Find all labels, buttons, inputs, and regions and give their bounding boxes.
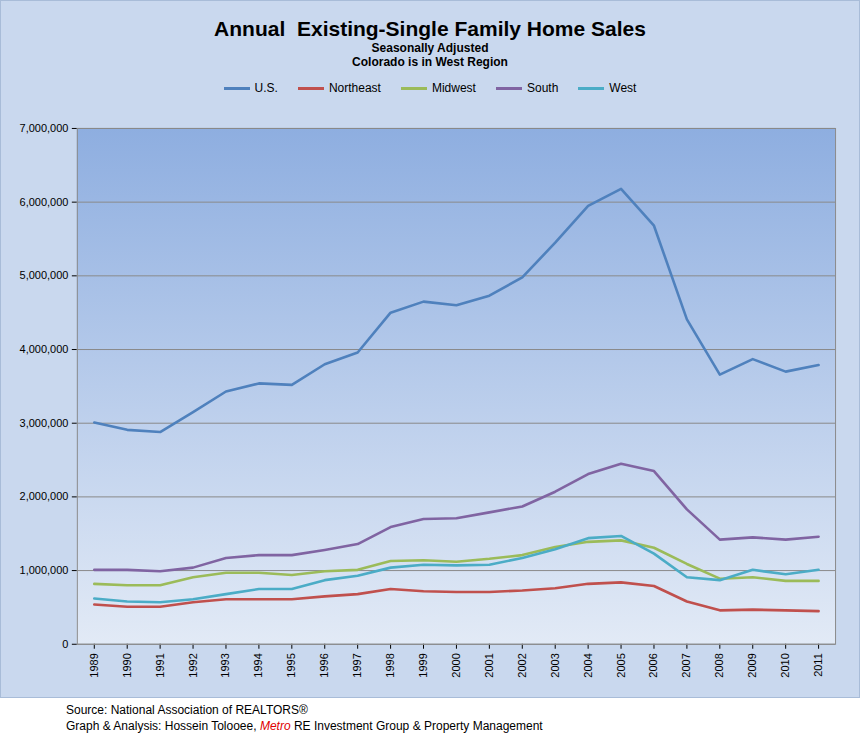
svg-text:0: 0 xyxy=(62,638,68,650)
html-text:West: West xyxy=(609,81,637,95)
svg-text:1991: 1991 xyxy=(154,653,166,677)
html-text:Colorado is in West Region: Colorado is in West Region xyxy=(352,55,508,69)
svg-text:2010: 2010 xyxy=(779,653,791,677)
svg-text:4,000,000: 4,000,000 xyxy=(20,343,69,355)
svg-text:2006: 2006 xyxy=(647,653,659,677)
html-text:Annual Existing-Single Family: Annual Existing-Single Family Home Sales xyxy=(214,17,646,40)
html-text:Northeast: Northeast xyxy=(328,81,381,95)
svg-text:1995: 1995 xyxy=(285,653,297,677)
svg-text:2003: 2003 xyxy=(549,653,561,677)
svg-text:6,000,000: 6,000,000 xyxy=(20,196,69,208)
html-text:Source: National Association o: Source: National Association of REALTORS… xyxy=(66,703,308,717)
html-text:Midwest: Midwest xyxy=(431,81,476,95)
html-text:Graph & Analysis: Hossein Tolo: Graph & Analysis: Hossein Tolooee, Metro… xyxy=(66,719,543,733)
svg-text:1994: 1994 xyxy=(252,653,264,677)
svg-text:3,000,000: 3,000,000 xyxy=(20,417,69,429)
svg-text:2007: 2007 xyxy=(680,653,692,677)
html-text:Seasonally Adjusted: Seasonally Adjusted xyxy=(371,41,489,55)
svg-text:2011: 2011 xyxy=(812,653,824,677)
svg-text:2000: 2000 xyxy=(450,653,462,677)
svg-text:1989: 1989 xyxy=(88,653,100,677)
svg-text:1999: 1999 xyxy=(417,653,429,677)
svg-text:1,000,000: 1,000,000 xyxy=(20,564,69,576)
svg-text:1992: 1992 xyxy=(187,653,199,677)
svg-text:2001: 2001 xyxy=(483,653,495,677)
svg-text:1996: 1996 xyxy=(318,653,330,677)
svg-text:2004: 2004 xyxy=(582,653,594,677)
svg-text:7,000,000: 7,000,000 xyxy=(20,122,69,134)
svg-text:2009: 2009 xyxy=(746,653,758,677)
svg-text:2,000,000: 2,000,000 xyxy=(20,490,69,502)
svg-text:2008: 2008 xyxy=(713,653,725,677)
html-text:U.S.: U.S. xyxy=(254,81,278,95)
html-text:South: South xyxy=(527,81,559,95)
svg-text:5,000,000: 5,000,000 xyxy=(20,269,69,281)
svg-text:1990: 1990 xyxy=(121,653,133,677)
svg-text:1998: 1998 xyxy=(384,653,396,677)
svg-text:2005: 2005 xyxy=(615,653,627,677)
svg-text:2002: 2002 xyxy=(516,653,528,677)
svg-text:1997: 1997 xyxy=(351,653,363,677)
svg-text:1993: 1993 xyxy=(219,653,231,677)
